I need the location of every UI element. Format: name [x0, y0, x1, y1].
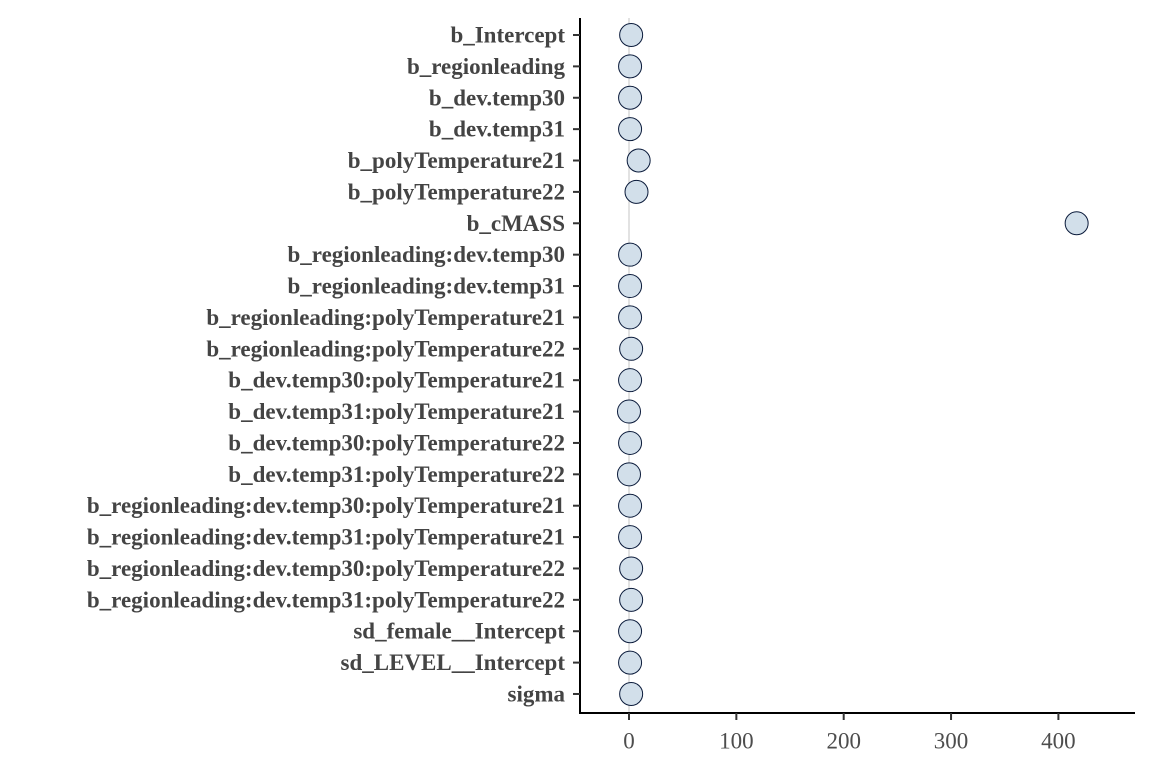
data-point	[618, 85, 643, 110]
y-tick-label: b_dev.temp30:polyTemperature22	[228, 430, 565, 455]
data-point	[618, 619, 643, 644]
data-point	[619, 681, 644, 706]
data-point	[618, 274, 643, 299]
x-tick-label: 400	[1041, 729, 1076, 754]
data-point	[618, 650, 643, 675]
data-point	[624, 179, 649, 204]
data-point	[619, 556, 644, 581]
x-tick-label: 200	[826, 729, 861, 754]
y-tick-label: sd_LEVEL__Intercept	[341, 650, 566, 675]
y-tick-label: sd_female__Intercept	[353, 619, 565, 644]
y-tick-label: b_regionleading:dev.temp30:polyTemperatu…	[87, 493, 565, 518]
category-label-layer: b_Intercept b_regionleading b_dev.temp30 b_…	[87, 23, 566, 707]
y-tick-label: b_cMASS	[467, 211, 565, 236]
y-tick-label: b_dev.temp31	[429, 117, 565, 142]
tick-layer: 0 100 200 300 400	[573, 34, 1076, 754]
data-point	[1064, 211, 1089, 236]
data-point	[619, 23, 644, 47]
data-point	[618, 368, 643, 393]
data-point	[618, 242, 643, 267]
data-point	[618, 430, 643, 455]
y-tick-label: b_polyTemperature21	[348, 148, 565, 173]
y-tick-label: b_polyTemperature22	[348, 179, 565, 204]
y-tick-label: b_regionleading	[407, 54, 566, 79]
y-tick-label: b_dev.temp30:polyTemperature21	[228, 368, 565, 393]
y-tick-label: b_dev.temp31:polyTemperature22	[228, 462, 565, 487]
y-tick-label: sigma	[508, 681, 566, 706]
axes-layer	[579, 18, 1135, 714]
y-tick-label: b_Intercept	[450, 23, 565, 48]
data-point	[618, 525, 643, 550]
x-tick-label: 100	[719, 729, 754, 754]
y-tick-label: b_regionleading:polyTemperature21	[206, 305, 565, 330]
y-tick-label: b_regionleading:dev.temp31	[287, 274, 565, 299]
data-point	[619, 336, 644, 361]
x-tick-label: 300	[934, 729, 969, 754]
y-tick-label: b_regionleading:dev.temp30	[287, 242, 565, 267]
data-point	[619, 587, 644, 612]
data-point	[618, 493, 643, 518]
data-point	[618, 305, 643, 330]
y-tick-label: b_regionleading:dev.temp31:polyTemperatu…	[87, 587, 565, 612]
data-point	[617, 399, 641, 424]
data-point	[617, 462, 641, 487]
y-tick-label: b_dev.temp31:polyTemperature21	[228, 399, 565, 424]
point-layer	[617, 23, 1089, 706]
y-tick-label: b_regionleading:polyTemperature22	[206, 336, 565, 361]
data-point	[618, 54, 643, 79]
x-tick-label: 0	[623, 729, 635, 754]
y-tick-label: b_regionleading:dev.temp30:polyTemperatu…	[87, 556, 565, 581]
y-tick-label: b_regionleading:dev.temp31:polyTemperatu…	[87, 525, 565, 550]
data-point	[626, 148, 651, 173]
data-point	[618, 117, 643, 142]
y-tick-label: b_dev.temp30	[429, 85, 565, 110]
